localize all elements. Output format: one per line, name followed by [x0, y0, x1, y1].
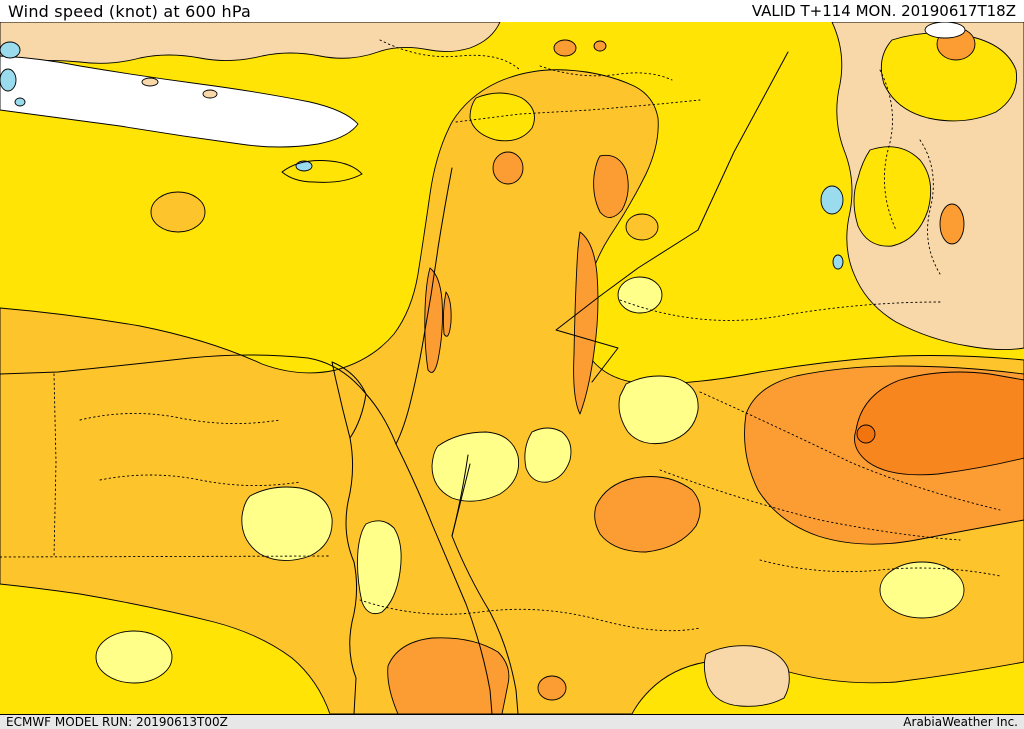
iraq-jordan-border	[599, 229, 699, 297]
deep-orange-core-east	[854, 371, 1024, 476]
syria-iraq-border	[697, 51, 789, 231]
wind-speed-map	[0, 22, 1024, 714]
iraq-saudi-border	[619, 299, 941, 321]
turkey-admin-line-a	[379, 39, 521, 71]
orange-spot-syria-a	[492, 151, 524, 185]
gulf-of-aqaba	[451, 463, 471, 537]
page-title: Wind speed (knot) at 600 hPa	[8, 1, 252, 21]
orange-ridge-jordan	[573, 231, 599, 415]
iran-admin-line-a	[879, 69, 897, 231]
saudi-admin-line-c	[759, 559, 1001, 577]
saudi-admin-line-a	[699, 391, 1001, 511]
deep-orange-inner-spot	[856, 424, 876, 444]
tan-patch-bottom	[703, 645, 790, 707]
coastlines	[0, 160, 519, 714]
orange-ridge-antilebanon	[442, 291, 452, 337]
lake-patch	[0, 68, 17, 92]
pale-patch-north-saudi	[618, 375, 699, 445]
lake-patch	[14, 97, 26, 107]
provider-label: ArabiaWeather Inc.	[903, 715, 1018, 729]
egypt-north-coastline	[0, 354, 397, 445]
map-footer: ECMWF MODEL RUN: 20190613T00Z ArabiaWeat…	[0, 714, 1024, 729]
pale-patch-east-jordan	[617, 276, 663, 314]
egypt-libya-border	[53, 373, 57, 558]
lake-patch	[0, 41, 21, 59]
iran-admin-line-b	[919, 139, 941, 275]
country-borders-dotted	[0, 39, 1001, 632]
orange-ridge-lebanon	[424, 267, 443, 373]
egypt-admin-line-b	[99, 474, 301, 487]
white-spot-corner	[924, 22, 966, 39]
lake-patch-east	[820, 185, 844, 215]
red-sea-west-coast	[395, 443, 493, 714]
pale-patch-tabuk	[524, 427, 572, 483]
amber-spot-west	[150, 191, 206, 233]
map-area	[0, 22, 1024, 714]
island-patch	[141, 77, 159, 87]
egypt-admin-line-a	[79, 413, 281, 425]
tan-band-turkey	[0, 22, 501, 65]
orange-spot-bottom-small	[537, 675, 567, 701]
orange-spot-top-b	[593, 40, 607, 52]
orange-patch-bottom	[387, 637, 510, 714]
saudi-admin-line-d	[359, 599, 701, 632]
orange-spot-east	[939, 203, 965, 245]
model-run-label: ECMWF MODEL RUN: 20190613T00Z	[6, 715, 228, 729]
pale-patch-southwest	[95, 630, 173, 684]
nile-delta-outline	[331, 361, 367, 439]
pale-patch-egypt-a	[241, 486, 333, 561]
yellow-inlier-syria	[469, 92, 535, 142]
egypt-sudan-border	[0, 555, 331, 558]
pale-patch-nile	[357, 520, 402, 615]
pale-patch-sinai	[431, 431, 520, 502]
orange-patch-south-center	[594, 476, 701, 553]
country-borders-solid	[555, 51, 789, 383]
white-band-mediterranean	[0, 55, 359, 148]
amber-spot-iraq	[625, 213, 659, 241]
saudi-admin-line-b	[659, 469, 961, 541]
cyprus-coastline	[281, 160, 363, 183]
nile-river	[345, 437, 358, 714]
red-sea-east-coast	[451, 454, 519, 714]
orange-spot-top-a	[553, 39, 577, 57]
jordan-saudi-border	[555, 295, 619, 383]
levant-coastline	[395, 167, 453, 445]
turkey-syria-border	[455, 99, 701, 123]
pale-patch-southeast	[879, 561, 965, 619]
lake-patch-east-small	[832, 254, 844, 270]
valid-time-label: VALID T+114 MON. 20190617T18Z	[751, 2, 1016, 20]
yellow-tongue-east	[853, 146, 932, 247]
island-patch	[202, 89, 218, 99]
orange-spot-syria-b	[593, 154, 629, 218]
map-header: Wind speed (knot) at 600 hPa VALID T+114…	[0, 0, 1024, 22]
band-fills	[0, 22, 1024, 714]
